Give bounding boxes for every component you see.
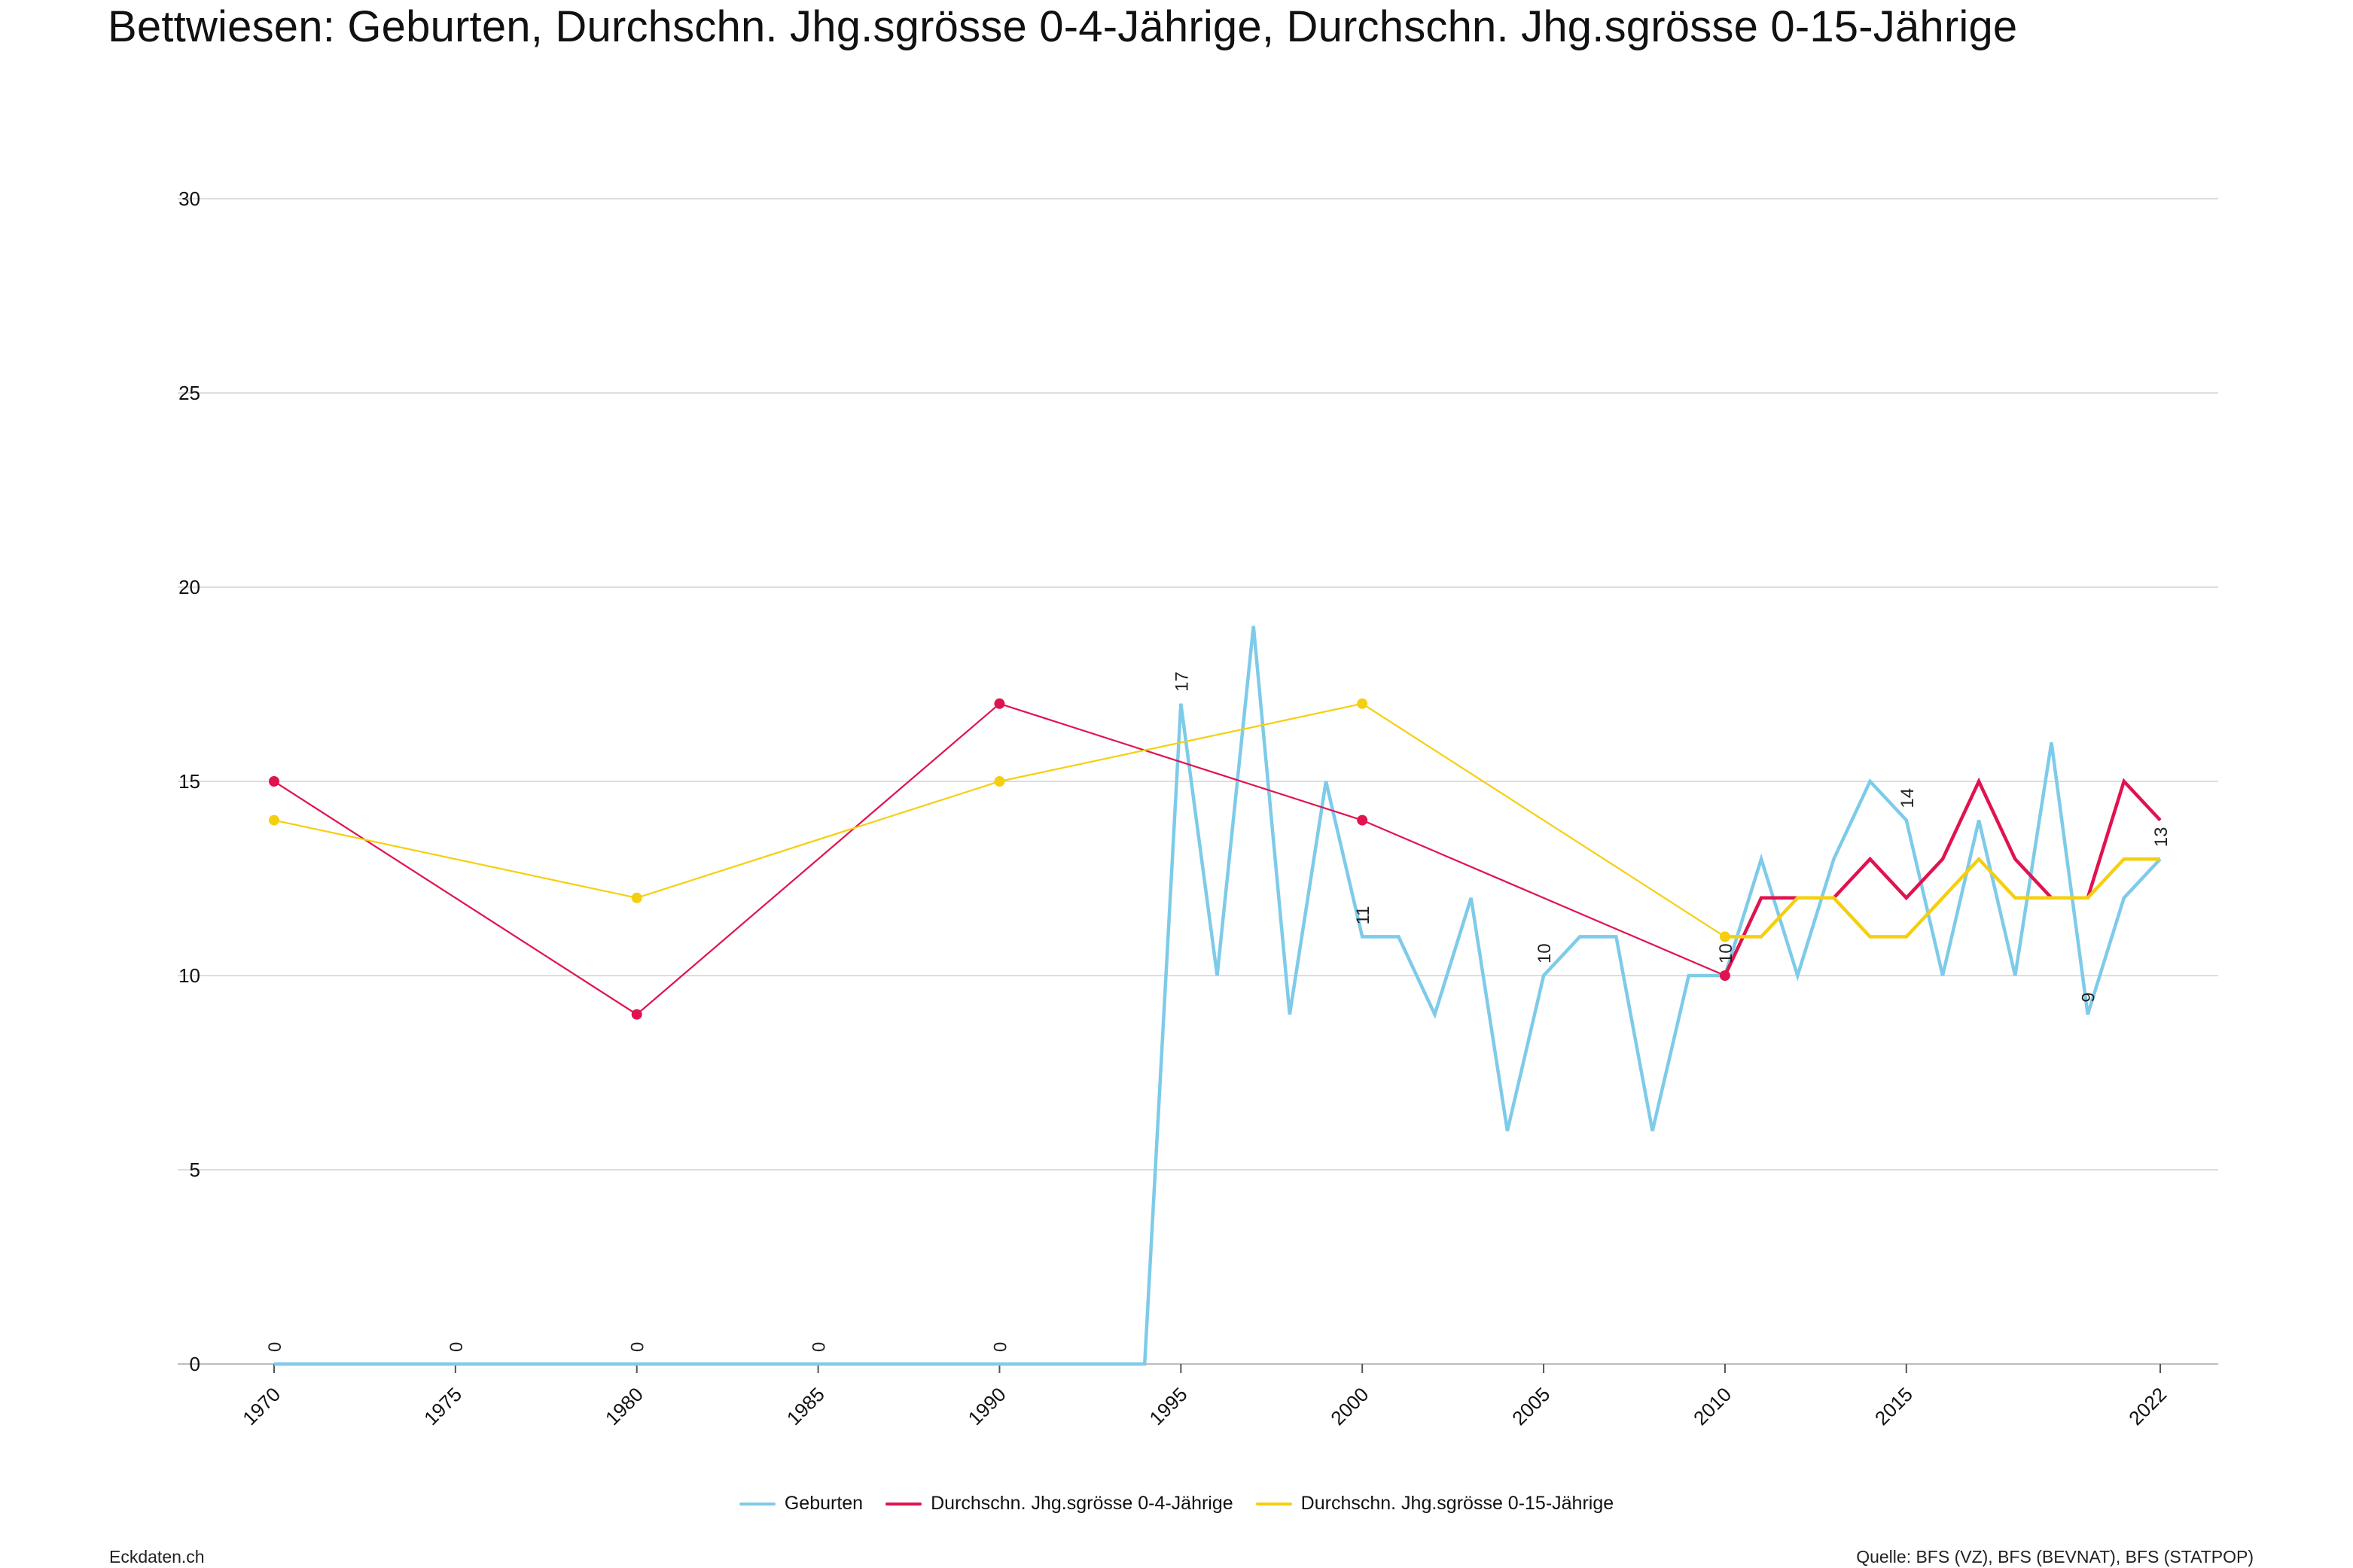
footer-site: Eckdaten.ch xyxy=(109,1547,205,1566)
y-tick-label: 5 xyxy=(190,1158,200,1181)
x-tick-label: 1975 xyxy=(419,1383,466,1429)
x-axis-ticks: 1970 1975 1980 1985 1990 1995 2000 2005 2010 2015… xyxy=(238,1364,2171,1429)
data-label: 9 xyxy=(2079,992,2099,1002)
data-label: 0 xyxy=(265,1342,285,1352)
marker-jhg-0-15 xyxy=(631,892,642,903)
data-label: 14 xyxy=(1897,788,1918,808)
series-line-geburten xyxy=(274,626,2162,1366)
data-label-layer: 0 0 0 0 0 17 11 10 10 14 9 13 xyxy=(265,671,2172,1352)
data-label: 17 xyxy=(1172,671,1192,692)
data-label: 0 xyxy=(990,1342,1010,1352)
legend-swatch-jhg-0-15 xyxy=(1255,1502,1292,1506)
legend-item-jhg-0-15[interactable]: Durchschn. Jhg.sgrösse 0-15-Jährige xyxy=(1255,1493,1614,1515)
x-tick-label: 1985 xyxy=(782,1383,829,1429)
marker-jhg-0-4 xyxy=(994,698,1005,709)
y-tick-label: 30 xyxy=(178,187,200,210)
data-label: 13 xyxy=(2151,827,2172,847)
data-label: 10 xyxy=(1535,943,1555,964)
series-layer xyxy=(269,626,2162,1366)
y-tick-label: 0 xyxy=(190,1353,200,1375)
x-tick-label: 1970 xyxy=(238,1383,285,1429)
data-label: 11 xyxy=(1353,906,1373,924)
x-tick-label: 2015 xyxy=(1870,1383,1917,1429)
series-line-jhg-0-4 xyxy=(273,702,1726,1015)
data-label: 0 xyxy=(447,1342,467,1352)
chart-legend: Geburten Durchschn. Jhg.sgrösse 0-4-Jähr… xyxy=(0,1493,2353,1515)
marker-jhg-0-4 xyxy=(1357,814,1368,826)
legend-label: Durchschn. Jhg.sgrösse 0-15-Jährige xyxy=(1300,1493,1614,1514)
chart-title: Bettwiesen: Geburten, Durchschn. Jhg.sgr… xyxy=(108,2,2018,51)
marker-jhg-0-4 xyxy=(1719,970,1730,981)
y-tick-label: 15 xyxy=(178,770,200,793)
marker-jhg-0-4 xyxy=(631,1009,642,1020)
marker-jhg-0-15 xyxy=(1719,931,1730,942)
y-tick-label: 20 xyxy=(178,576,200,598)
grid-layer xyxy=(178,198,2218,1365)
legend-swatch-jhg-0-4 xyxy=(885,1502,922,1506)
marker-jhg-0-15 xyxy=(1357,698,1368,709)
legend-label: Durchschn. Jhg.sgrösse 0-4-Jährige xyxy=(931,1493,1233,1514)
marker-jhg-0-15 xyxy=(269,814,279,826)
legend-label: Geburten xyxy=(784,1493,864,1514)
y-tick-label: 10 xyxy=(178,964,200,987)
series-line-jhg-0-4 xyxy=(1723,777,2162,976)
x-tick-label: 1980 xyxy=(601,1383,648,1429)
x-tick-label: 1995 xyxy=(1144,1383,1191,1429)
legend-item-geburten[interactable]: Geburten xyxy=(739,1493,863,1515)
x-tick-label: 2010 xyxy=(1689,1383,1736,1429)
data-label: 0 xyxy=(628,1342,648,1352)
data-label: 10 xyxy=(1716,943,1736,964)
footer-source: Quelle: BFS (VZ), BFS (BEVNAT), BFS (STA… xyxy=(1856,1547,2254,1566)
data-label: 0 xyxy=(809,1342,830,1352)
series-line-jhg-0-15 xyxy=(273,702,1726,938)
x-tick-label: 2005 xyxy=(1507,1383,1554,1429)
x-tick-label: 2000 xyxy=(1326,1383,1373,1429)
marker-jhg-0-4 xyxy=(269,776,279,787)
series-line-jhg-0-15 xyxy=(1724,856,2160,939)
legend-swatch-geburten xyxy=(739,1502,776,1506)
marker-jhg-0-15 xyxy=(994,776,1005,787)
y-tick-label: 25 xyxy=(178,382,200,404)
x-tick-label: 1990 xyxy=(964,1383,1010,1429)
legend-item-jhg-0-4[interactable]: Durchschn. Jhg.sgrösse 0-4-Jährige xyxy=(885,1493,1233,1515)
y-axis-ticks: 0 5 10 15 20 25 30 xyxy=(178,187,200,1375)
x-tick-label: 2022 xyxy=(2124,1383,2171,1429)
